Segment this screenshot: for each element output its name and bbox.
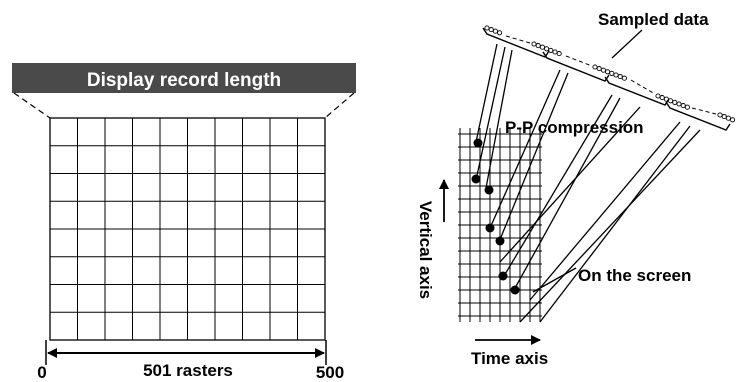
compression-connector-line [513,97,621,291]
compression-connector-line [499,106,641,263]
sample-point [544,46,550,52]
sample-point [484,25,490,31]
sample-point [609,70,615,76]
projection-line-right [324,92,355,119]
sample-point [600,67,606,73]
sample-bracket [482,27,550,58]
compression-connectors [475,43,701,323]
sample-point [659,95,665,101]
raster-grid [49,117,326,341]
compression-connector-line [529,121,681,301]
record-length-title: Display record length [87,70,281,91]
compressed-point [473,138,483,148]
compression-connector-line [519,129,701,323]
compression-connector-line [485,49,513,189]
record-length-panel: Display record length 0 501 rasters 500 [12,63,356,382]
raster-end-label: 500 [316,363,344,382]
on-screen-leader [532,267,577,293]
compressed-point [471,174,481,184]
compression-connector-line [489,69,561,229]
sample-point [552,49,558,55]
sample-bracket [542,51,610,82]
sample-point [730,117,736,123]
screen-grid [458,128,542,322]
sample-point [539,44,545,50]
sample-point [717,112,723,118]
sample-point [531,41,537,47]
compression-panel: Sampled data P-P compression On the scre… [416,10,736,368]
sample-brackets [482,27,731,131]
sample-point [721,114,727,120]
sample-point [596,66,602,72]
sample-bracket [604,76,670,106]
sample-gap-dash [565,55,593,67]
sample-point [672,99,678,105]
raster-span-label: 501 rasters [143,361,233,380]
sample-point [497,30,503,36]
raster-start-label: 0 [37,363,46,382]
sample-point [548,47,554,53]
record-length-bar [12,63,356,93]
sample-point [492,28,498,34]
sampled-data-stream [484,25,736,123]
sample-point [655,93,661,99]
sampled-data-label: Sampled data [598,10,709,29]
sample-point [725,115,731,121]
sample-point [488,27,494,33]
sample-gap-dash [505,35,531,44]
sample-point [680,103,686,109]
pp-compression-label: P-P compression [505,118,644,137]
sample-point [676,101,682,107]
sample-point [556,51,562,57]
vertical-axis-label: Vertical axis [416,201,435,299]
sampled-data-leader [611,29,643,59]
compression-connector-line [475,43,498,143]
projection-line-left [13,92,51,119]
compressed-point [510,285,520,295]
compression-connector-line [539,125,691,323]
sample-bracket [665,101,731,131]
compression-connector-line [503,94,613,277]
sample-point [621,75,627,81]
sample-point [684,104,690,110]
compressed-point [485,223,495,233]
sample-gap-dash [630,79,656,95]
compression-connector-line [498,72,569,243]
compression-connector-line [475,46,506,181]
compressed-point [498,271,508,281]
sample-gap-dash [691,107,717,115]
time-axis-label: Time axis [471,349,548,368]
sample-point [613,72,619,78]
compressed-point [484,185,494,195]
sample-point [592,64,598,70]
on-screen-label: On the screen [578,266,691,285]
sample-point [535,43,541,49]
sample-point [617,74,623,80]
compressed-points [471,138,520,295]
sample-point [605,69,611,75]
compressed-point [495,236,505,246]
